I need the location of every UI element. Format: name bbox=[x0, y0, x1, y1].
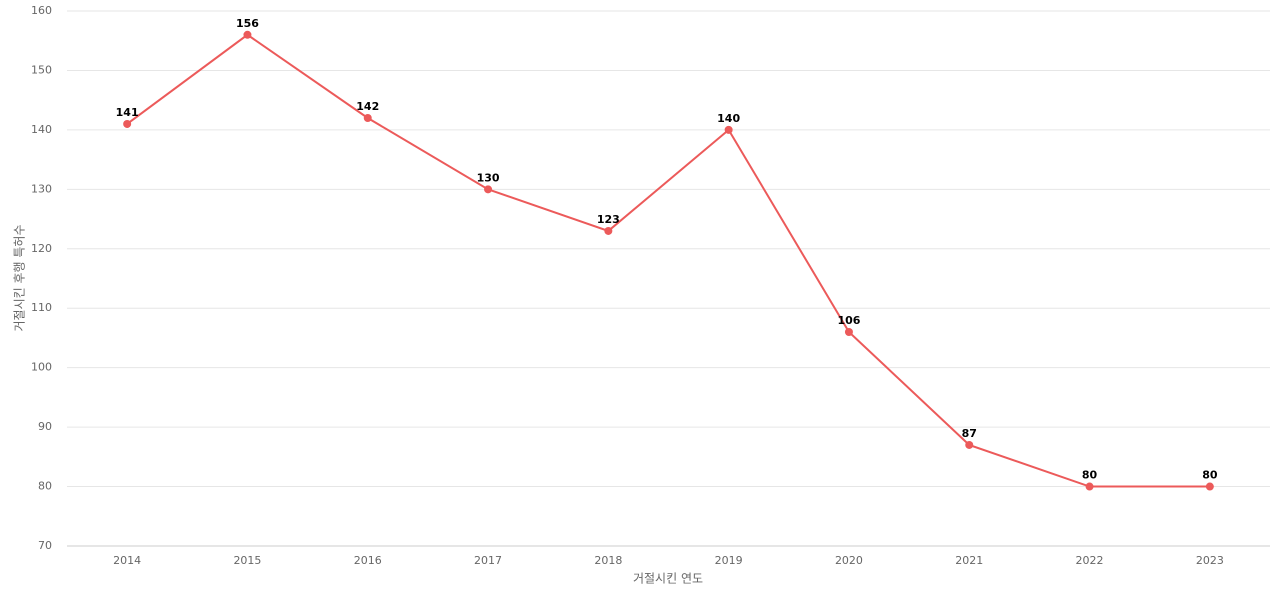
y-tick-label: 70 bbox=[38, 539, 52, 552]
data-label: 140 bbox=[717, 112, 740, 125]
y-tick-label: 130 bbox=[31, 182, 52, 195]
x-tick-label: 2023 bbox=[1196, 554, 1224, 567]
data-label: 142 bbox=[356, 100, 379, 113]
data-label: 156 bbox=[236, 17, 259, 30]
point bbox=[243, 30, 252, 39]
data-label: 141 bbox=[116, 106, 139, 119]
y-tick-label: 160 bbox=[31, 4, 52, 17]
point bbox=[1205, 482, 1214, 491]
point bbox=[363, 114, 372, 122]
y-axis-title: 거절시킨 후행 특허수 bbox=[12, 225, 27, 332]
y-tick-label: 80 bbox=[38, 480, 52, 493]
data-label: 123 bbox=[597, 213, 620, 226]
y-tick-label: 150 bbox=[31, 63, 52, 76]
x-tick-label: 2019 bbox=[715, 554, 743, 567]
point bbox=[844, 328, 853, 336]
point bbox=[965, 440, 974, 449]
x-tick-label: 2020 bbox=[835, 554, 863, 567]
x-tick-label: 2014 bbox=[113, 554, 141, 567]
point bbox=[123, 119, 132, 128]
point bbox=[484, 185, 493, 194]
line bbox=[126, 33, 1210, 488]
x-tick-label: 2015 bbox=[233, 554, 261, 567]
x-axis-title: 거절시킨 연도 bbox=[633, 572, 703, 586]
point bbox=[1085, 482, 1094, 491]
y-tick-label: 90 bbox=[38, 420, 52, 433]
data-label: 106 bbox=[837, 314, 860, 327]
x-tick-label: 2021 bbox=[955, 554, 983, 567]
data-label: 80 bbox=[1082, 469, 1098, 482]
point bbox=[604, 226, 613, 235]
y-tick-label: 140 bbox=[31, 123, 52, 136]
x-tick-label: 2022 bbox=[1076, 554, 1104, 567]
data-label: 80 bbox=[1202, 469, 1218, 482]
y-tick-label: 110 bbox=[31, 301, 52, 314]
point bbox=[724, 125, 733, 134]
data-label: 130 bbox=[477, 171, 500, 184]
x-tick-label: 2017 bbox=[474, 554, 502, 567]
data-label: 87 bbox=[962, 427, 977, 440]
x-tick-label: 2018 bbox=[594, 554, 622, 567]
y-tick-label: 100 bbox=[31, 361, 52, 374]
y-tick-label: 120 bbox=[31, 242, 52, 255]
x-tick-label: 2016 bbox=[354, 554, 382, 567]
